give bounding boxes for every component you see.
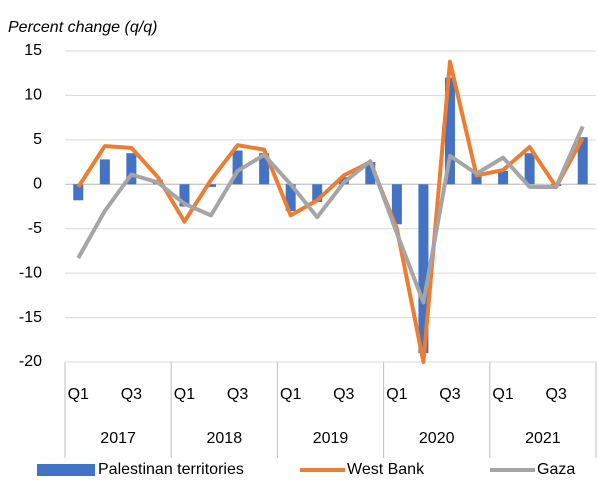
x-tick-label: Q1 — [492, 386, 513, 403]
line-series — [76, 59, 585, 364]
y-tick-label: -20 — [19, 353, 42, 370]
y-tick-label: -15 — [19, 309, 42, 326]
bar — [179, 184, 190, 207]
y-tick-label: 15 — [24, 42, 42, 59]
x-tick-label: Q1 — [174, 386, 195, 403]
x-tick-label: Q3 — [121, 386, 142, 403]
group-label: 2018 — [207, 430, 243, 447]
group-label: 2020 — [419, 430, 455, 447]
bar — [524, 153, 535, 185]
legend-label: West Bank — [347, 461, 425, 478]
x-tick-label: Q3 — [546, 386, 567, 403]
legend-label: Palestinan territories — [98, 461, 244, 478]
bar — [365, 162, 376, 185]
bar — [577, 137, 588, 185]
bar — [471, 170, 482, 185]
line-series — [76, 125, 585, 305]
x-tick-label: Q3 — [227, 386, 248, 403]
y-tick-label: 5 — [33, 131, 42, 148]
bar — [418, 184, 429, 354]
bar — [259, 153, 270, 185]
bar — [444, 77, 455, 185]
x-tick-label: Q1 — [68, 386, 89, 403]
bar — [232, 150, 243, 185]
legend-label: Gaza — [537, 461, 575, 478]
y-tick-label: 10 — [24, 87, 42, 104]
x-tick-label: Q1 — [280, 386, 301, 403]
y-tick-label: -10 — [19, 264, 42, 281]
bar — [73, 184, 84, 201]
group-label: 2017 — [100, 430, 136, 447]
bar — [285, 184, 296, 211]
x-tick-label: Q3 — [333, 386, 354, 403]
bar — [99, 159, 110, 185]
group-label: 2021 — [525, 430, 561, 447]
x-tick-label: Q1 — [386, 386, 407, 403]
chart-subtitle: Percent change (q/q) — [8, 19, 157, 36]
x-tick-label: Q3 — [439, 386, 460, 403]
bar — [312, 184, 323, 203]
y-tick-label: -5 — [28, 220, 42, 237]
bar — [391, 184, 402, 225]
group-label: 2019 — [313, 430, 349, 447]
legend-swatch — [37, 464, 95, 476]
y-tick-label: 0 — [33, 176, 42, 193]
bar — [126, 153, 137, 185]
bar — [498, 170, 509, 185]
bar — [206, 184, 217, 187]
